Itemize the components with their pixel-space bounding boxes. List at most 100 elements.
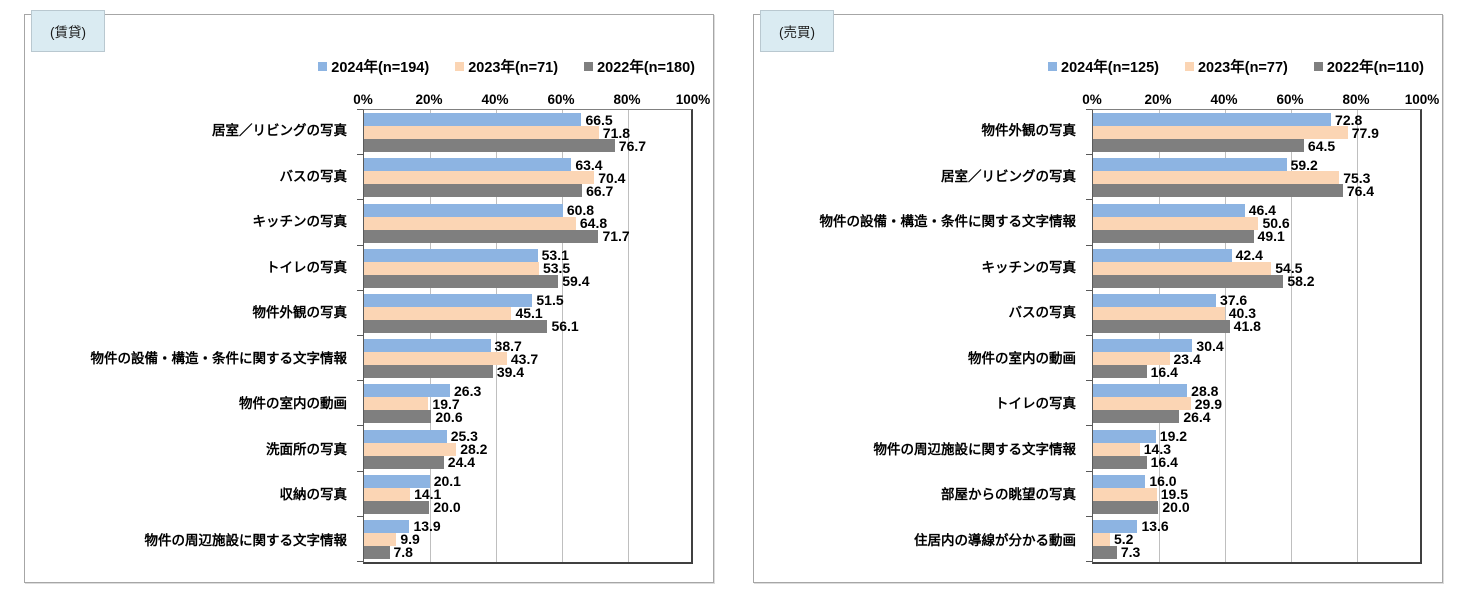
legend-item: 2024年(n=125) xyxy=(1048,56,1159,77)
bar-track: 76.7 xyxy=(364,137,691,154)
x-axis-tick-label: 80% xyxy=(613,92,641,107)
bar xyxy=(1093,365,1147,379)
category-axis-tick xyxy=(1086,380,1092,382)
gridline xyxy=(496,110,497,562)
legend-item: 2023年(n=71) xyxy=(455,56,558,77)
category-label: 物件外観の写真 xyxy=(981,123,1077,139)
bar xyxy=(1093,545,1117,559)
bar-track: 14.3 xyxy=(1093,442,1420,456)
bar-track: 19.2 xyxy=(1093,429,1420,443)
bar-value-label: 20.0 xyxy=(433,499,461,516)
bar-value-label: 66.5 xyxy=(585,111,613,128)
x-axis: 0% 20% 40% 60% 80% 100% xyxy=(353,92,710,109)
bar-value-label: 26.4 xyxy=(1183,408,1211,425)
bar-track: 59.2 xyxy=(1093,158,1420,172)
legend-series-label: 2022年(n=110) xyxy=(1326,60,1424,76)
bar xyxy=(1093,397,1191,411)
plot-area: 72.8 77.9 64.5 59.2 75.3 76.4 46.4 50.6 49.1 42.4… xyxy=(1086,109,1422,564)
bar-value-label: 26.3 xyxy=(454,382,482,399)
bar-group: 37.6 40.3 41.8 xyxy=(1093,291,1420,336)
bar xyxy=(364,519,410,533)
bar-value-label: 37.6 xyxy=(1219,292,1248,309)
bar-group: 51.5 45.1 56.1 xyxy=(364,291,691,336)
bar-track: 28.2 xyxy=(364,442,691,456)
bar xyxy=(1093,261,1272,275)
bar xyxy=(364,203,563,217)
category-axis-tick xyxy=(357,470,363,472)
bar-value-label: 71.7 xyxy=(602,228,630,244)
bar xyxy=(364,352,507,366)
bar-group: 28.8 29.9 26.4 xyxy=(1093,381,1420,426)
bar-value-label: 25.3 xyxy=(450,428,478,445)
bar-value-label: 14.1 xyxy=(414,486,442,503)
bar-value-label: 71.8 xyxy=(602,124,631,141)
category-axis-tick xyxy=(357,289,363,291)
category-label: 物件の設備・構造・条件に関する文字情報 xyxy=(90,350,348,366)
x-axis-tick-label: 0% xyxy=(1082,92,1102,107)
bar-track: 64.5 xyxy=(1093,139,1420,153)
bar-value-label: 56.1 xyxy=(551,318,579,335)
category-label: 住居内の導線が分かる動画 xyxy=(914,532,1076,548)
bar xyxy=(364,532,397,546)
bar xyxy=(364,171,595,185)
bar-track: 51.5 xyxy=(364,293,691,307)
bar-track: 54.5 xyxy=(1093,261,1420,275)
bar xyxy=(1093,519,1138,533)
bar-track: 24.4 xyxy=(364,455,691,469)
bar xyxy=(1093,352,1170,366)
bar-value-label: 49.1 xyxy=(1257,228,1285,244)
category-axis-tick xyxy=(1086,515,1092,517)
bar-value-label: 30.4 xyxy=(1196,337,1224,354)
category-axis-tick xyxy=(1086,289,1092,291)
bar xyxy=(1093,410,1180,424)
sale-chart-panel: (売買) 2024年(n=125) 2023年(n=77) 2022年(n=110)… xyxy=(753,10,1443,583)
bar-track: 64.8 xyxy=(364,216,691,230)
bar-track: 56.1 xyxy=(364,318,691,335)
bar-value-label: 5.2 xyxy=(1114,531,1134,548)
category-label: 収納の写真 xyxy=(279,487,348,503)
category-label: 居室／リビングの写真 xyxy=(212,123,347,139)
bar-track: 43.7 xyxy=(364,352,691,366)
bar xyxy=(1093,171,1340,185)
bar xyxy=(364,158,572,172)
category-label: バスの写真 xyxy=(1008,305,1077,321)
category-label: 物件外観の写真 xyxy=(252,305,348,321)
category-label: キッチンの写真 xyxy=(252,214,348,230)
bar-track: 38.7 xyxy=(364,337,691,354)
gridline xyxy=(1159,110,1160,562)
bar xyxy=(1093,229,1254,243)
category-label: 部屋からの眺望の写真 xyxy=(941,487,1076,503)
bar-value-label: 7.3 xyxy=(1120,544,1141,561)
bar-group: 38.7 43.7 39.4 xyxy=(364,336,691,381)
category-axis-labels: 居室／リビングの写真 バスの写真 キッチンの写真 トイレの写真 物件外観の写真 物件の設備… xyxy=(35,109,355,564)
bar-value-label: 76.7 xyxy=(618,137,647,154)
category-axis-tick xyxy=(357,244,363,246)
bar xyxy=(1093,429,1156,443)
bar-track: 26.3 xyxy=(364,382,691,399)
bar xyxy=(1093,487,1157,501)
bar-value-label: 16.0 xyxy=(1149,473,1177,490)
category-axis-tick xyxy=(1086,335,1092,336)
category-axis-tick xyxy=(357,154,363,156)
legend-series-label: 2022年(n=180) xyxy=(597,60,695,76)
category-axis-tick xyxy=(357,335,363,336)
bar-track: 42.4 xyxy=(1093,247,1420,264)
bar-value-label: 38.7 xyxy=(494,337,522,354)
bar xyxy=(364,261,539,275)
category-axis-tick xyxy=(357,561,363,562)
bar xyxy=(1093,384,1188,398)
bar-track: 16.4 xyxy=(1093,455,1420,469)
bar-track: 19.5 xyxy=(1093,487,1420,501)
legend-item: 2022年(n=110) xyxy=(1313,56,1424,77)
bar-track: 14.1 xyxy=(364,486,691,503)
bar-value-label: 41.8 xyxy=(1233,318,1261,335)
bar-value-label: 42.4 xyxy=(1235,247,1263,264)
bar xyxy=(1093,339,1193,353)
bar-value-label: 77.9 xyxy=(1351,124,1379,141)
bar xyxy=(364,126,599,140)
bar xyxy=(1093,113,1332,127)
bar xyxy=(364,429,447,443)
bar-track: 72.8 xyxy=(1093,113,1420,127)
bar-rows: 66.5 71.8 76.7 63.4 70.4 66.7 60.8 64.8 71.7 53.1… xyxy=(364,110,691,562)
bar xyxy=(1093,500,1159,514)
